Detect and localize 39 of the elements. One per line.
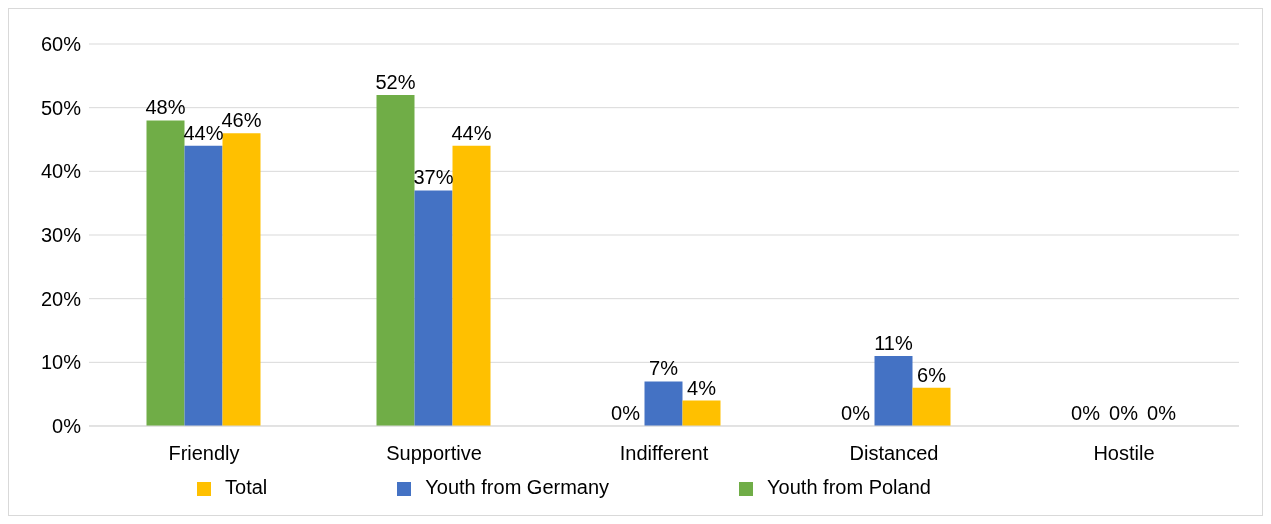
x-tick-label: Indifferent <box>619 442 709 465</box>
y-tick-label: 20% <box>40 287 82 310</box>
y-tick-label: 0% <box>52 415 82 438</box>
data-label: 7% <box>649 357 679 380</box>
data-label: 48% <box>145 96 186 119</box>
bar <box>912 387 951 426</box>
legend-label: Youth from Poland <box>767 476 931 498</box>
data-label: 0% <box>1071 401 1101 424</box>
data-label: 11% <box>874 331 913 354</box>
data-label: 0% <box>1147 401 1177 424</box>
data-label: 37% <box>413 166 454 189</box>
data-label: 6% <box>917 363 947 386</box>
x-tick-label: Supportive <box>386 442 482 465</box>
data-label: 46% <box>221 109 262 132</box>
y-tick-label: 60% <box>40 33 82 56</box>
bar <box>682 400 721 426</box>
x-tick-label: Friendly <box>168 442 240 465</box>
legend-label: Total <box>225 476 268 498</box>
data-label: 52% <box>375 70 416 93</box>
x-tick-label: Distanced <box>849 442 939 465</box>
bar <box>452 145 491 426</box>
bar <box>146 120 185 426</box>
legend-label: Youth from Germany <box>425 476 610 498</box>
y-tick-label: 30% <box>40 224 82 247</box>
data-label: 0% <box>841 401 871 424</box>
data-label: 44% <box>451 121 492 144</box>
data-label: 0% <box>1109 401 1139 424</box>
y-tick-label: 50% <box>40 96 82 119</box>
data-label: 4% <box>687 376 717 399</box>
bar <box>874 355 913 426</box>
bar <box>222 133 261 426</box>
bar <box>184 145 223 426</box>
y-tick-label: 10% <box>40 351 82 374</box>
bar <box>644 381 683 426</box>
bar <box>414 190 453 426</box>
data-label: 0% <box>611 401 641 424</box>
y-tick-label: 40% <box>40 160 82 183</box>
x-tick-label: Hostile <box>1093 442 1155 465</box>
bar <box>376 94 415 426</box>
